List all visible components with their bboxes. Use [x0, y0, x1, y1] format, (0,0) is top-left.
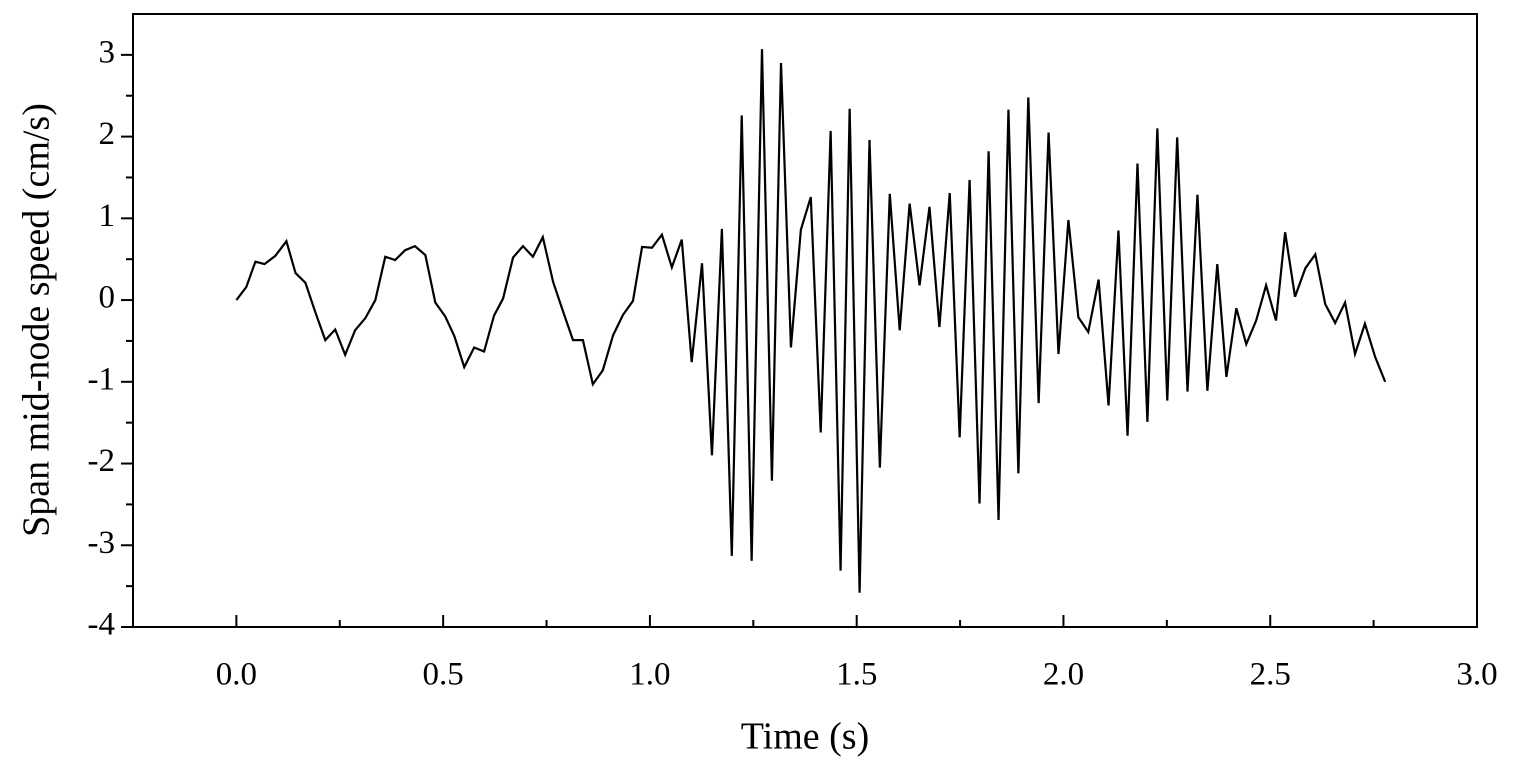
y-tick-label: -3: [88, 525, 116, 561]
x-tick-label: 1.5: [836, 657, 877, 693]
plot-frame: [132, 13, 1478, 628]
x-tick-label: 2.0: [1043, 657, 1084, 693]
data-line: [235, 49, 1387, 593]
x-tick-label: 2.5: [1250, 657, 1291, 693]
y-axis-label: Span mid-node speed (cm/s): [16, 103, 58, 537]
x-axis-label: Time (s): [741, 716, 869, 758]
y-tick-label: 2: [99, 116, 116, 152]
y-tick-label: 3: [99, 34, 116, 70]
x-tick-label: 0.5: [423, 657, 464, 693]
x-tick-label: 0.0: [216, 657, 257, 693]
y-tick-label: -4: [88, 607, 116, 643]
y-tick-label: 1: [99, 198, 116, 234]
y-tick-label: 0: [99, 280, 116, 316]
y-tick-label: -1: [88, 361, 116, 397]
x-tick-label: 1.0: [629, 657, 670, 693]
y-tick-label: -2: [88, 443, 116, 479]
x-tick-label: 3.0: [1456, 657, 1497, 693]
